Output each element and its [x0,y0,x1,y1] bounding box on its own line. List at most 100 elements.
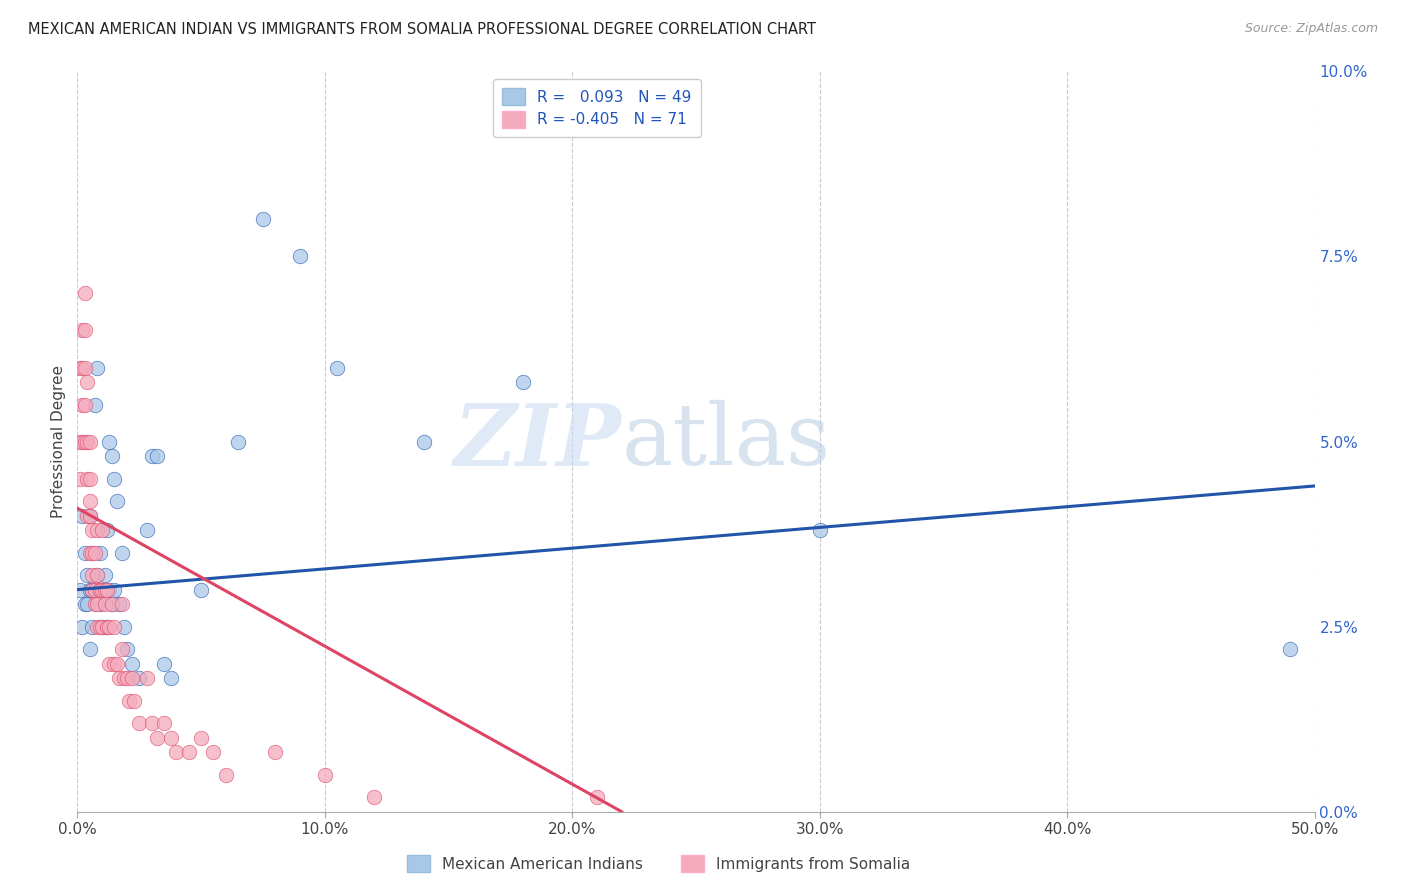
Point [145,450,167,464]
Point [73,434,96,449]
Point [82,545,104,560]
Point [83,582,105,597]
Point [72,360,94,375]
Point [91,619,114,633]
Point [121,672,143,686]
Point [103,657,125,671]
Point [101,450,124,464]
Point [79,508,101,523]
Text: atlas: atlas [621,400,831,483]
Point [264,746,287,760]
Y-axis label: Professional Degree: Professional Degree [51,365,66,518]
Point [89,582,111,597]
Point [103,619,125,633]
Point [1278,641,1301,656]
Point [89,598,111,612]
Point [103,471,125,485]
Point [98,582,121,597]
Point [69,360,91,375]
Point [69,582,91,597]
Point [808,524,831,538]
Point [512,376,534,390]
Point [105,493,128,508]
Point [82,582,104,597]
Point [112,672,135,686]
Point [93,567,115,582]
Point [79,582,101,597]
Point [73,397,96,411]
Point [288,250,311,264]
Point [79,508,101,523]
Point [135,672,157,686]
Point [153,657,176,671]
Point [73,360,96,375]
Point [190,731,212,745]
Point [96,582,118,597]
Point [89,619,111,633]
Point [89,582,111,597]
Point [111,598,134,612]
Point [101,598,124,612]
Point [111,641,134,656]
Point [79,545,101,560]
Point [160,672,183,686]
Point [72,508,94,523]
Point [73,324,96,338]
Point [96,619,118,633]
Text: ZIP: ZIP [454,400,621,483]
Point [86,360,108,375]
Point [153,715,176,730]
Point [76,434,98,449]
Point [115,672,138,686]
Point [91,582,114,597]
Point [79,471,101,485]
Point [72,324,94,338]
Point [98,657,121,671]
Point [73,286,96,301]
Point [72,434,94,449]
Point [121,657,143,671]
Point [73,545,96,560]
Point [252,212,274,227]
Point [98,434,121,449]
Point [202,746,225,760]
Point [118,694,141,708]
Point [101,598,124,612]
Point [96,524,118,538]
Point [93,598,115,612]
Point [76,376,98,390]
Point [86,524,108,538]
Point [72,619,94,633]
Point [82,619,104,633]
Point [89,545,111,560]
Point [72,397,94,411]
Point [314,767,336,781]
Point [79,641,101,656]
Point [76,567,98,582]
Text: MEXICAN AMERICAN INDIAN VS IMMIGRANTS FROM SOMALIA PROFESSIONAL DEGREE CORRELATI: MEXICAN AMERICAN INDIAN VS IMMIGRANTS FR… [28,22,815,37]
Text: Source: ZipAtlas.com: Source: ZipAtlas.com [1244,22,1378,36]
Point [73,598,96,612]
Point [111,545,134,560]
Point [215,767,238,781]
Point [177,746,200,760]
Point [165,746,187,760]
Point [69,434,91,449]
Point [135,524,157,538]
Point [79,493,101,508]
Point [86,619,108,633]
Point [190,582,212,597]
Point [112,619,135,633]
Point [128,672,150,686]
Point [76,598,98,612]
Point [108,598,131,612]
Point [82,524,104,538]
Point [83,598,105,612]
Point [363,789,385,804]
Point [141,715,163,730]
Point [86,567,108,582]
Point [83,397,105,411]
Point [82,582,104,597]
Point [69,471,91,485]
Point [82,567,104,582]
